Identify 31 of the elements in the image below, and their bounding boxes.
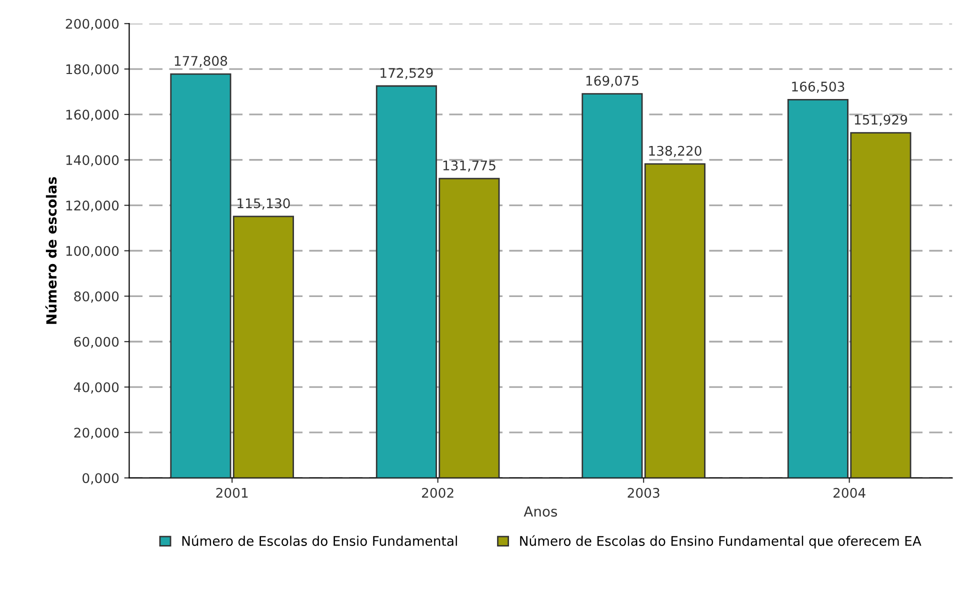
y-tick-label: 140,000 — [66, 155, 119, 166]
data-label: 138,220 — [649, 146, 702, 158]
x-tick-label: 2003 — [628, 488, 660, 498]
y-tick-label: 40,000 — [74, 382, 119, 394]
x-axis-title: Anos — [524, 506, 558, 517]
bar — [644, 163, 706, 478]
x-tick-label: 2001 — [216, 488, 248, 498]
data-label: 151,929 — [854, 114, 908, 126]
legend-label: Número de Escolas do Ensio Fundamental — [182, 535, 457, 546]
y-tick-label: 200,000 — [66, 18, 119, 30]
y-tick-label: 80,000 — [74, 291, 119, 303]
legend-label: Número de Escolas do Ensino Fundamental que oferecem EA — [520, 535, 922, 549]
data-label: 172,529 — [380, 68, 433, 80]
data-label: 115,130 — [238, 198, 290, 210]
y-tick-label: 120,000 — [66, 200, 119, 212]
data-label: 166,503 — [792, 82, 844, 93]
data-label: 131,775 — [443, 160, 496, 172]
y-tick-label: 180,000 — [66, 64, 119, 76]
y-tick-label: 160,000 — [66, 110, 119, 122]
x-tick-label: 2002 — [422, 488, 454, 498]
y-tick-label: 20,000 — [74, 428, 119, 440]
data-label: 177,808 — [174, 56, 228, 68]
data-label: 169,075 — [586, 76, 638, 88]
bar — [232, 216, 294, 478]
y-axis-title: Número de escolas — [45, 177, 57, 324]
bar — [170, 73, 232, 478]
bar — [582, 93, 643, 478]
y-tick-label: 60,000 — [74, 336, 119, 348]
x-tick-label: 2004 — [834, 488, 866, 498]
y-tick-label: 100,000 — [66, 246, 119, 258]
y-tick-label: 0,000 — [82, 473, 119, 484]
